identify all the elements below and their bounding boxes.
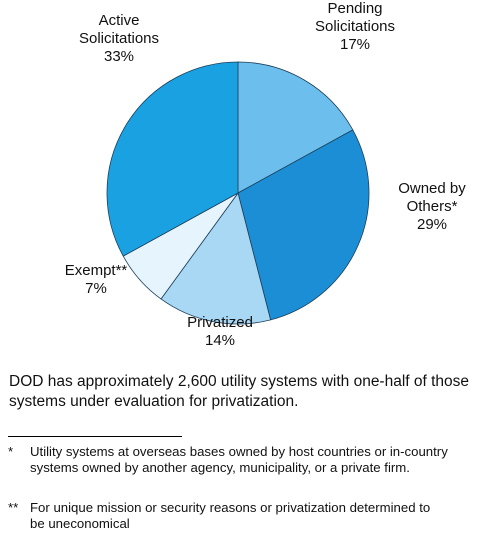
- footnote-marker: *: [8, 444, 14, 459]
- pie-slice: [160, 192, 272, 325]
- footnote: * Utility systems at overseas bases owned…: [8, 444, 448, 476]
- pie-slice: [106, 61, 239, 257]
- value-label: 29%: [416, 216, 448, 233]
- value-label: 17%: [339, 36, 371, 53]
- category-label: Exempt**: [64, 262, 128, 279]
- slice-label: Pending Solicitations 17%: [295, 0, 415, 54]
- slice-label: Exempt** 7%: [51, 262, 141, 298]
- value-label: 14%: [204, 332, 236, 349]
- value-label: 33%: [103, 48, 135, 65]
- slice-label: Active Solicitations 33%: [62, 12, 177, 66]
- caption: DOD has approximately 2,600 utility syst…: [9, 373, 470, 410]
- footnote-rule: [8, 436, 182, 437]
- footnote-text: Utility systems at overseas bases owned …: [30, 444, 448, 475]
- category-label: Active Solicitations: [78, 12, 160, 47]
- footnote: ** For unique mission or security reasons…: [8, 500, 448, 532]
- category-label: Owned by Others*: [398, 180, 466, 215]
- footnote-marker: **: [8, 500, 19, 515]
- value-label: 7%: [85, 280, 107, 297]
- pie-slice: [237, 61, 354, 194]
- pie-slice: [237, 129, 370, 321]
- category-label: Privatized: [187, 314, 253, 331]
- slice-label: Owned by Others* 29%: [385, 180, 480, 234]
- slice-label: Privatized 14%: [165, 314, 275, 350]
- footnote-text: For unique mission or security reasons o…: [30, 500, 431, 531]
- category-label: Pending Solicitations: [314, 0, 396, 35]
- chart: [106, 61, 370, 325]
